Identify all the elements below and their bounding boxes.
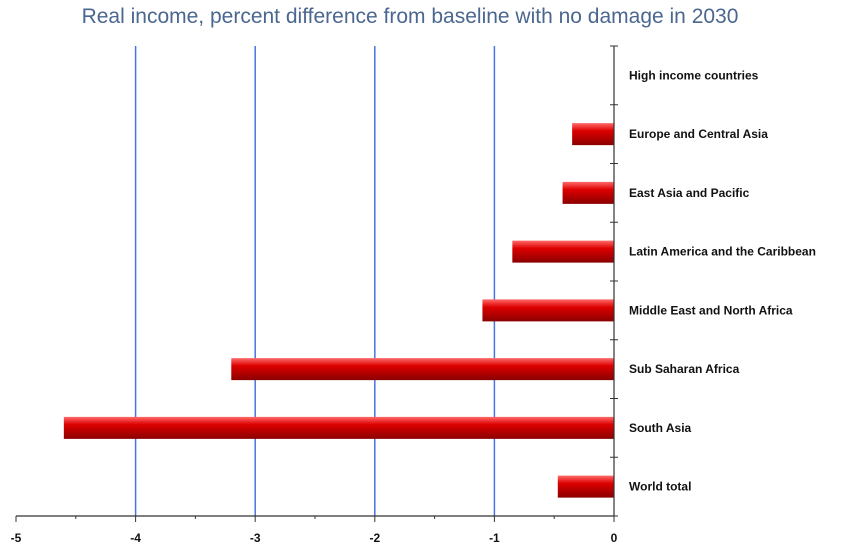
bar <box>562 181 614 204</box>
category-label: Middle East and North Africa <box>629 303 793 317</box>
bar <box>557 475 614 498</box>
bar <box>231 358 614 381</box>
x-tick-label: -4 <box>130 531 141 545</box>
category-label: South Asia <box>629 421 692 435</box>
chart-title: Real income, percent difference from bas… <box>81 5 739 28</box>
category-label: Sub Saharan Africa <box>629 362 740 376</box>
category-label: World total <box>629 480 691 494</box>
x-tick-label: -5 <box>11 531 22 545</box>
bar <box>63 416 614 439</box>
category-label: Latin America and the Caribbean <box>629 245 816 259</box>
category-label: Europe and Central Asia <box>629 127 768 141</box>
bar <box>572 123 614 146</box>
x-tick-label: -2 <box>369 531 380 545</box>
x-tick-label: -1 <box>489 531 500 545</box>
category-label: High income countries <box>629 68 759 82</box>
x-tick-label: 0 <box>611 531 618 545</box>
bar <box>512 240 614 263</box>
category-label: East Asia and Pacific <box>629 186 750 200</box>
x-tick-label: -3 <box>250 531 261 545</box>
bar <box>482 299 614 322</box>
